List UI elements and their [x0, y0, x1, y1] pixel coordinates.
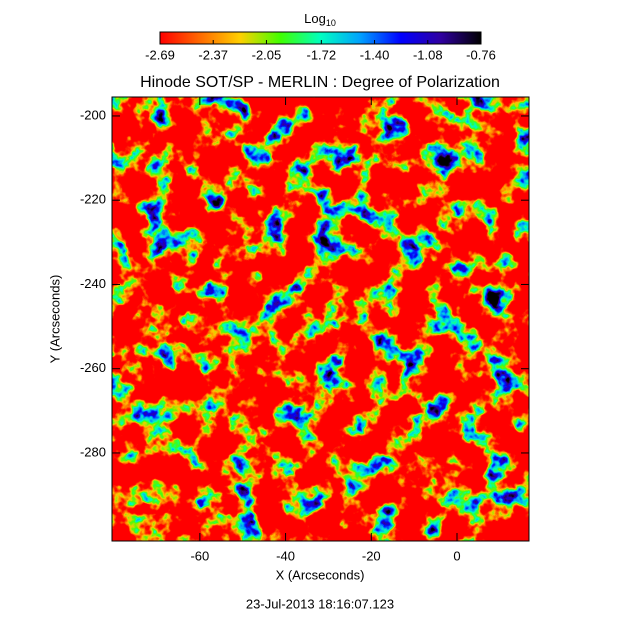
y-tick-label: -240: [80, 276, 106, 291]
y-tick-label: -280: [80, 444, 106, 459]
colorbar-tick-label: -0.76: [466, 47, 496, 62]
x-tick-label: -20: [362, 548, 381, 563]
colorbar-tick-label: -1.08: [413, 47, 443, 62]
x-tick-label: -60: [190, 548, 209, 563]
plot-frame: [111, 96, 530, 542]
y-tick-label: -200: [80, 107, 106, 122]
timestamp: 23-Jul-2013 18:16:07.123: [246, 596, 394, 611]
x-tick-label: 0: [453, 548, 460, 563]
colorbar-tick-label: -1.72: [307, 47, 337, 62]
chart-title: Hinode SOT/SP - MERLIN : Degree of Polar…: [140, 74, 500, 91]
y-tick-label: -220: [80, 192, 106, 207]
colorbar-tick-label: -2.37: [198, 47, 228, 62]
x-tick-label: -40: [276, 548, 295, 563]
polarization-image: [112, 97, 529, 541]
y-axis-label: Y (Arcseconds): [47, 275, 62, 364]
colorbar-tick-label: -1.40: [360, 47, 390, 62]
colorbar-label: Log10: [304, 11, 336, 28]
colorbar-label-main: Log: [304, 11, 326, 26]
colorbar: [159, 31, 482, 45]
x-axis-label: X (Arcseconds): [276, 567, 365, 582]
image-area: [112, 97, 529, 541]
colorbar-tick-label: -2.05: [252, 47, 282, 62]
colorbar-label-sub: 10: [326, 18, 336, 28]
colorbar-tick-label: -2.69: [145, 47, 175, 62]
y-tick-label: -260: [80, 360, 106, 375]
